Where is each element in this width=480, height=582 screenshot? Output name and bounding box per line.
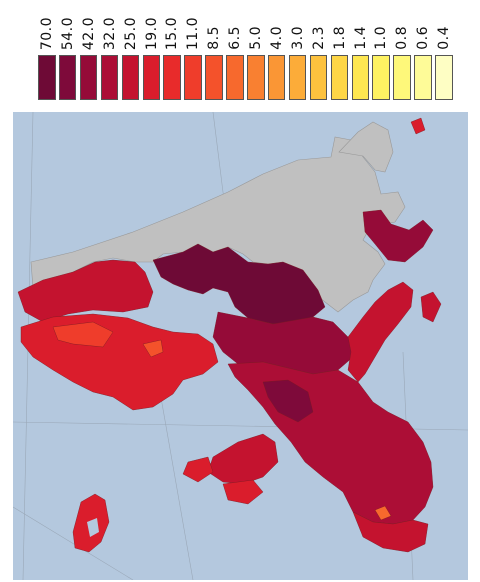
legend-label-17: 0.8 — [392, 6, 412, 50]
legend-swatch-19 — [435, 55, 453, 100]
legend-label-text: 42.0 — [80, 16, 97, 50]
legend-label-4: 25.0 — [121, 6, 141, 50]
legend-label-text: 70.0 — [39, 16, 55, 50]
legend-label-text: 1.0 — [373, 26, 390, 50]
region-east-arm — [347, 281, 414, 383]
legend-swatch-1 — [58, 55, 77, 100]
legend-label-13: 2.3 — [309, 6, 329, 50]
map-panel[interactable] — [13, 112, 468, 580]
no-data-land — [30, 121, 406, 313]
legend-swatch-14 — [330, 55, 349, 100]
region-southeast-orange — [374, 505, 392, 521]
legend-label-2: 42.0 — [79, 6, 99, 50]
legend-label-text: 0.6 — [415, 26, 432, 50]
legend-swatch-16 — [372, 55, 390, 100]
legend-label-text: 3.0 — [289, 26, 306, 50]
region-south-small — [222, 479, 264, 505]
legend-label-11: 4.0 — [267, 6, 287, 50]
region-sw-island-hole — [87, 518, 99, 537]
legend-label-1: 54.0 — [58, 6, 78, 50]
legend-label-text: 1.4 — [352, 26, 369, 50]
legend-label-text: 1.8 — [331, 26, 348, 50]
region-northeast — [362, 209, 434, 263]
legend-label-text: 11.0 — [185, 16, 202, 50]
legend-swatch-6 — [163, 55, 181, 100]
legend-label-12: 3.0 — [288, 6, 308, 50]
legend-swatch-10 — [247, 55, 265, 100]
data-regions[interactable] — [17, 117, 442, 553]
legend-swatch-9 — [226, 55, 244, 100]
legend-label-3: 32.0 — [100, 6, 120, 50]
legend-swatch-5 — [142, 55, 161, 100]
region-southeast — [352, 511, 429, 553]
legend-swatch-15 — [351, 55, 370, 100]
legend-swatch-17 — [393, 55, 411, 100]
legend-label-text: 54.0 — [59, 16, 76, 50]
legend-label-text: 32.0 — [101, 16, 118, 50]
legend-label-text: 19.0 — [143, 16, 160, 50]
legend-swatch-13 — [309, 55, 328, 100]
legend-swatch-3 — [100, 55, 119, 100]
region-west-main — [20, 313, 219, 411]
choropleth-map[interactable] — [13, 112, 468, 580]
legend-label-6: 15.0 — [162, 6, 182, 50]
legend-label-0: 70.0 — [37, 6, 57, 50]
legend-swatch-2 — [79, 55, 98, 100]
legend-swatch-4 — [121, 55, 140, 100]
legend-label-text: 0.4 — [436, 26, 453, 50]
color-legend: 70.0 54.0 42.0 32.0 25.0 19.0 15.0 11.0 8.5 6.5 5.… — [0, 0, 480, 112]
legend-label-14: 1.8 — [330, 6, 350, 50]
legend-label-text: 8.5 — [206, 26, 223, 50]
legend-label-text: 15.0 — [164, 16, 181, 50]
legend-label-15: 1.4 — [351, 6, 371, 50]
legend-label-text: 4.0 — [268, 26, 285, 50]
region-south-dark — [262, 379, 314, 423]
region-west-light — [52, 321, 114, 348]
legend-label-9: 6.5 — [225, 6, 245, 50]
land-north — [30, 136, 406, 313]
legend-swatch-18 — [414, 55, 432, 100]
legend-label-text: 5.0 — [248, 26, 264, 50]
legend-label-16: 1.0 — [371, 6, 391, 50]
legend-swatch-0 — [38, 55, 56, 100]
legend-label-5: 19.0 — [142, 6, 162, 50]
legend-label-text: 6.5 — [227, 26, 244, 50]
legend-label-18: 0.6 — [413, 6, 433, 50]
legend-label-text: 25.0 — [122, 16, 139, 50]
legend-label-19: 0.4 — [434, 6, 454, 50]
legend-label-8: 8.5 — [204, 6, 224, 50]
legend-swatch-12 — [288, 55, 307, 100]
region-east-islands — [420, 291, 442, 323]
legend-label-7: 11.0 — [183, 6, 203, 50]
region-northeast-tip — [410, 117, 426, 135]
legend-swatch-11 — [267, 55, 286, 100]
region-south-island-2 — [182, 456, 214, 483]
legend-label-10: 5.0 — [246, 6, 266, 50]
land-north-east — [338, 121, 394, 173]
legend-label-text: 2.3 — [310, 26, 327, 50]
legend-swatch-7 — [184, 55, 202, 100]
legend-label-text: 0.8 — [394, 26, 411, 50]
region-south-island — [207, 433, 279, 485]
legend-swatch-8 — [205, 55, 223, 100]
region-west-orange — [142, 339, 164, 358]
